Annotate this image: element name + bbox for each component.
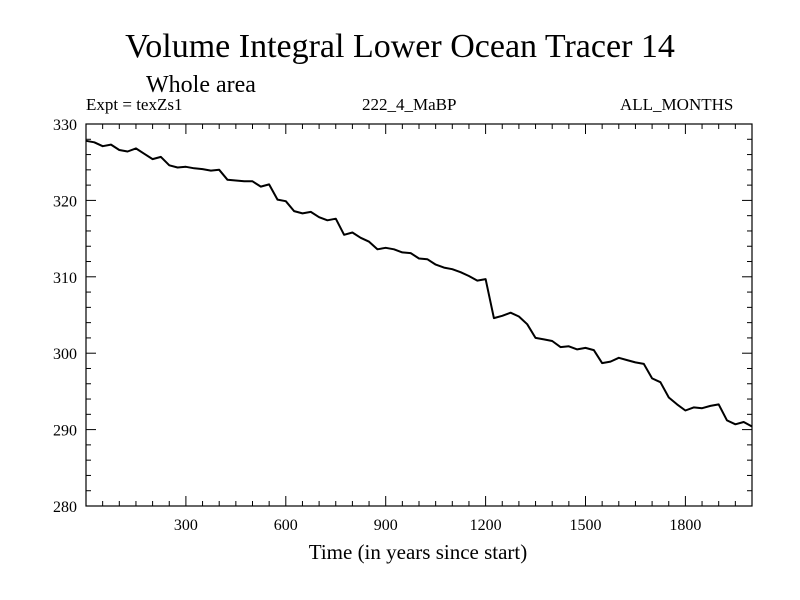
data-line-tracer14 — [85, 139, 753, 428]
period-label: 222_4_MaBP — [362, 95, 457, 114]
chart-title: Volume Integral Lower Ocean Tracer 14 — [125, 28, 675, 65]
x-axis-label: Time (in years since start) — [308, 540, 528, 564]
x-tick-label: 1200 — [470, 517, 502, 534]
y-tick-label: 310 — [53, 270, 77, 287]
chart-subtitle: Whole area — [146, 72, 256, 98]
x-tick-label: 300 — [174, 517, 198, 534]
y-tick-label: 320 — [53, 193, 77, 210]
x-tick-label: 1500 — [570, 517, 602, 534]
x-tick-label: 900 — [374, 517, 398, 534]
x-tick-label: 600 — [274, 517, 298, 534]
months-label: ALL_MONTHS — [620, 95, 734, 114]
y-tick-label: 330 — [53, 117, 77, 134]
plot-frame — [85, 123, 753, 507]
y-tick-label: 300 — [53, 346, 77, 363]
y-tick-label: 280 — [53, 499, 77, 516]
experiment-label: Expt = texZs1 — [86, 95, 183, 114]
x-tick-label: 1800 — [669, 517, 701, 534]
y-tick-label: 290 — [53, 423, 77, 440]
